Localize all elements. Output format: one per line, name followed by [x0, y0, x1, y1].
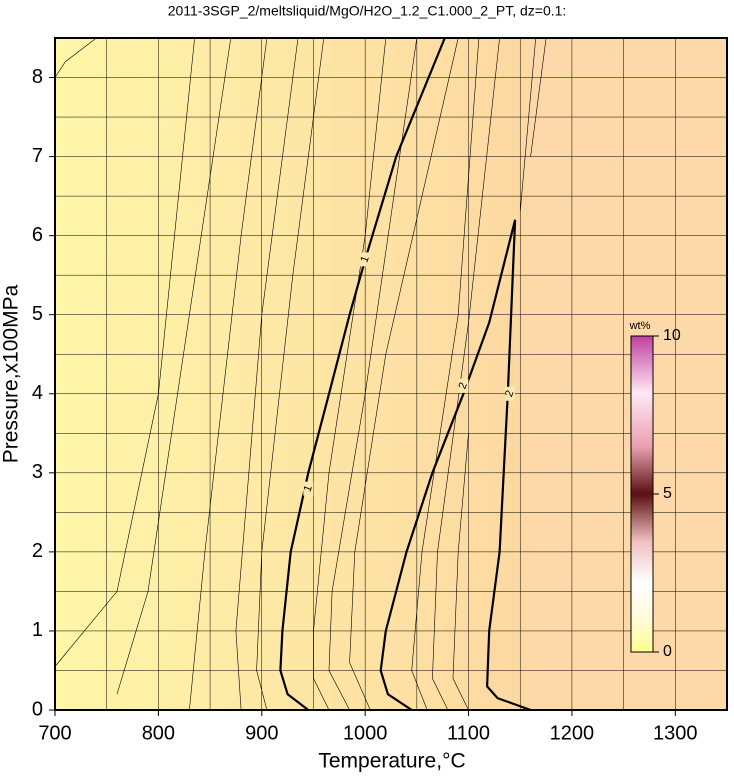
x-tick-label: 1300 [653, 722, 698, 744]
colorbar-tick-label: 0 [663, 643, 672, 660]
contour-label: 2 [457, 381, 470, 391]
y-tick-label: 3 [32, 461, 43, 483]
x-tick-label: 1200 [550, 722, 595, 744]
major-contour-line [379, 219, 531, 712]
contour-label-bg [458, 378, 469, 393]
contour-label-bg [360, 252, 371, 267]
x-tick-label: 700 [38, 722, 71, 744]
y-axis-label: Pressure,x100MPa [0, 284, 23, 463]
contour-line [349, 37, 459, 711]
contour-line [313, 37, 387, 711]
plot-frame [54, 37, 728, 711]
y-tick-label: 1 [32, 619, 43, 641]
contour-line [519, 37, 536, 212]
colorbar-tick-label: 10 [663, 327, 681, 344]
contour-line [432, 37, 500, 711]
y-tick-label: 2 [32, 540, 43, 562]
y-tick-label: 7 [32, 145, 43, 167]
contour-line [235, 37, 299, 711]
y-tick-label: 0 [32, 698, 43, 720]
y-tick-label: 8 [32, 66, 43, 88]
colorbar-label: wt% [629, 320, 651, 332]
colorbar [630, 335, 654, 653]
contour-line [411, 37, 480, 711]
contour-line [452, 433, 469, 711]
major-contour-line [279, 37, 446, 711]
y-tick-label: 5 [32, 303, 43, 325]
x-tick-label: 900 [245, 722, 278, 744]
contour-label-bg [303, 481, 314, 496]
y-tick-label: 4 [32, 382, 43, 404]
contour-label: 1 [358, 254, 371, 264]
chart-title: 2011-3SGP_2/meltsliquid/MgO/H2O_1.2_C1.0… [168, 3, 567, 19]
x-tick-label: 1000 [343, 722, 388, 744]
contour-label: 1 [302, 484, 315, 494]
contour-line [54, 37, 97, 78]
contour-line [189, 37, 268, 711]
colorbar-tick-label: 5 [663, 485, 672, 502]
grid [55, 38, 727, 710]
contour-line [256, 37, 325, 711]
y-tick-label: 6 [32, 224, 43, 246]
x-tick-label: 1100 [447, 722, 490, 744]
x-axis-label: Temperature,°C [318, 750, 465, 773]
contour-label: 2 [503, 389, 516, 399]
x-tick-label: 800 [142, 722, 175, 744]
plot-background [530, 38, 727, 710]
contour-line [54, 37, 195, 667]
contour-label-bg [504, 386, 515, 401]
contour-line [328, 37, 418, 711]
contour-line [530, 37, 547, 157]
contour-line [116, 37, 232, 695]
contours [54, 37, 547, 712]
